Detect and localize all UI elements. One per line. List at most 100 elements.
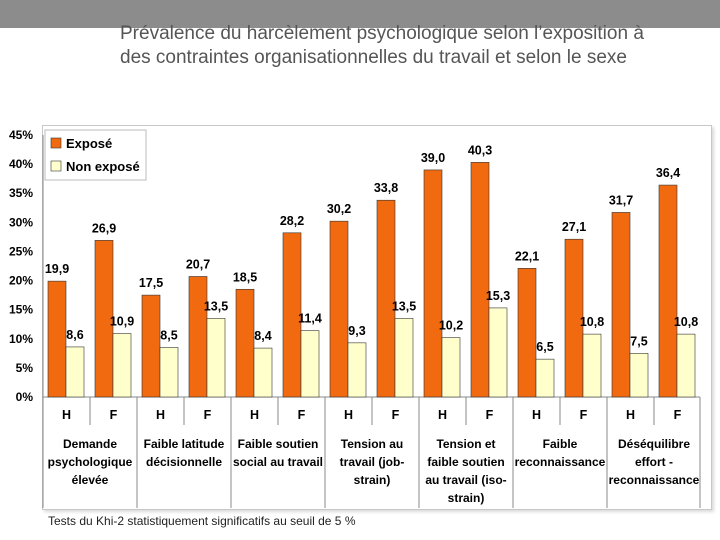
data-label-expose: 19,9 — [45, 262, 69, 276]
x-category-label: F — [392, 408, 400, 422]
data-label-non-expose: 8,4 — [254, 329, 271, 343]
x-group-label: Faible — [543, 437, 578, 451]
bar-expose — [235, 288, 255, 398]
top-bar — [0, 0, 720, 28]
bar-expose — [329, 220, 349, 398]
bar-non-expose — [347, 342, 367, 398]
data-label-expose: 31,7 — [609, 193, 633, 207]
data-label-non-expose: 13,5 — [392, 299, 416, 313]
bar-expose — [282, 232, 302, 398]
legend-label-non-expose: Non exposé — [66, 159, 140, 174]
bar-non-expose — [394, 318, 414, 398]
data-label-non-expose: 10,8 — [580, 315, 604, 329]
data-label-expose: 40,3 — [468, 143, 492, 157]
x-group-label: Tension au — [341, 437, 403, 451]
data-label-non-expose: 10,8 — [674, 315, 698, 329]
x-group-label: faible soutien — [427, 455, 504, 469]
bar-non-expose — [676, 333, 696, 398]
x-group-label: social au travail — [233, 455, 323, 469]
data-label-expose: 36,4 — [656, 166, 680, 180]
x-group-label: décisionnelle — [146, 455, 222, 469]
bar-expose — [611, 212, 631, 398]
x-category-label: F — [486, 408, 494, 422]
bar-expose — [141, 294, 161, 398]
data-label-expose: 20,7 — [186, 257, 210, 271]
x-category-label: H — [626, 408, 635, 422]
bar-non-expose — [159, 347, 179, 398]
x-group-label: strain) — [448, 491, 485, 505]
x-group-label: reconnaissance — [609, 473, 700, 487]
data-label-expose: 18,5 — [233, 270, 257, 284]
bar-expose — [47, 280, 67, 398]
x-category-label: F — [110, 408, 118, 422]
x-category-label: F — [674, 408, 682, 422]
bar-expose — [658, 184, 678, 398]
footnote: Tests du Khi-2 statistiquement significa… — [48, 514, 356, 528]
x-category-label: F — [204, 408, 212, 422]
bar-non-expose — [535, 358, 555, 398]
data-label-non-expose: 11,4 — [298, 312, 322, 326]
bar-non-expose — [441, 337, 461, 398]
data-label-expose: 17,5 — [139, 276, 163, 290]
y-tick-label: 20% — [9, 274, 33, 288]
x-group-label: élevée — [72, 473, 109, 487]
x-category-label: H — [156, 408, 165, 422]
bar-non-expose — [206, 318, 226, 398]
y-tick-label: 30% — [9, 215, 33, 229]
x-category-label: H — [62, 408, 71, 422]
data-label-expose: 30,2 — [327, 202, 351, 216]
data-label-non-expose: 10,9 — [110, 315, 134, 329]
x-group-label: Faible latitude — [144, 437, 225, 451]
x-group-label: Déséquilibre — [618, 437, 690, 451]
data-label-expose: 39,0 — [421, 151, 445, 165]
bar-non-expose — [253, 347, 273, 398]
bar-non-expose — [629, 353, 649, 398]
x-group-label: Faible soutien — [238, 437, 319, 451]
bar-non-expose — [65, 346, 85, 398]
bar-expose — [564, 238, 584, 398]
y-tick-label: 5% — [16, 361, 34, 375]
legend-swatch-expose — [50, 137, 62, 149]
data-label-expose: 33,8 — [374, 181, 398, 195]
x-category-label: H — [532, 408, 541, 422]
x-category-label: H — [344, 408, 353, 422]
data-label-non-expose: 6,5 — [536, 340, 553, 354]
x-category-label: H — [250, 408, 259, 422]
bar-non-expose — [112, 333, 132, 398]
data-label-non-expose: 10,2 — [439, 319, 463, 333]
x-category-label: F — [298, 408, 306, 422]
x-category-label: F — [580, 408, 588, 422]
bar-expose — [188, 276, 208, 398]
y-tick-label: 25% — [9, 244, 33, 258]
slide-title-line-2: des contraintes organisationnelles du tr… — [120, 47, 627, 68]
bar-expose — [517, 268, 537, 398]
x-group-label: Tension et — [436, 437, 495, 451]
data-label-non-expose: 15,3 — [486, 289, 510, 303]
bar-expose — [376, 199, 396, 398]
x-group-label: travail (job- — [340, 455, 405, 469]
x-group-label: effort - — [635, 455, 673, 469]
x-group-label: Demande — [63, 437, 117, 451]
y-tick-label: 15% — [9, 303, 33, 317]
data-label-non-expose: 8,5 — [160, 329, 177, 343]
x-group-label: psychologique — [48, 455, 133, 469]
slide-title-line-1: Prévalence du harcèlement psychologique … — [120, 23, 644, 44]
slide-title: Prévalence du harcèlement psychologique … — [120, 22, 710, 70]
data-label-expose: 28,2 — [280, 214, 304, 228]
data-label-expose: 26,9 — [92, 221, 116, 235]
legend-label-expose: Exposé — [66, 136, 112, 151]
bar-non-expose — [300, 330, 320, 398]
bar-expose — [470, 162, 490, 398]
y-tick-label: 0% — [16, 390, 34, 404]
bar-non-expose — [582, 333, 602, 398]
data-label-non-expose: 8,6 — [66, 328, 83, 342]
bar-expose — [94, 240, 114, 398]
data-label-non-expose: 13,5 — [204, 299, 228, 313]
data-label-non-expose: 7,5 — [630, 334, 647, 348]
y-tick-label: 40% — [9, 157, 33, 171]
x-category-label: H — [438, 408, 447, 422]
x-group-label: reconnaissance — [515, 455, 606, 469]
y-tick-label: 45% — [9, 128, 33, 142]
data-label-expose: 22,1 — [515, 249, 539, 263]
